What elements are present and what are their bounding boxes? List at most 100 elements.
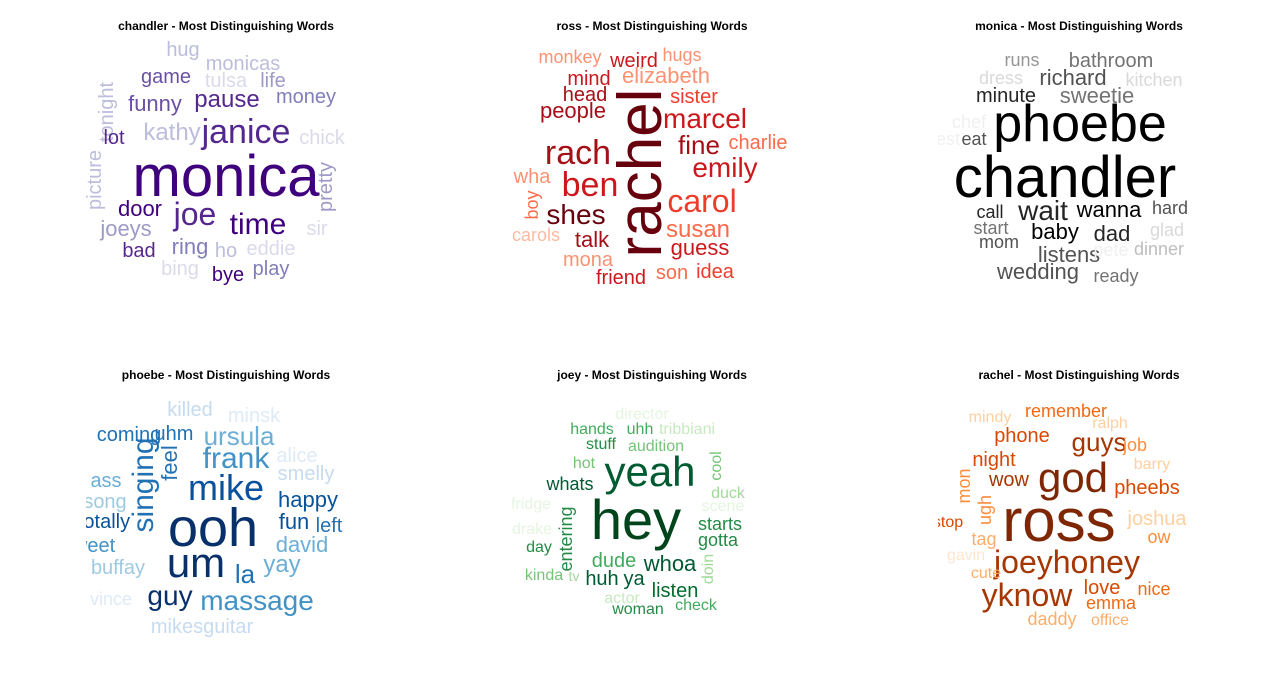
word-glad: glad [1149, 220, 1185, 240]
word-mindy: mindy [968, 409, 1012, 426]
word-remember: remember [1024, 401, 1108, 421]
word-money: money [275, 86, 337, 108]
word-song: song [86, 491, 127, 513]
word-fridge: fridge [512, 496, 552, 513]
word-audition: audition [627, 438, 685, 455]
word-guys: guys [1071, 427, 1127, 457]
word-yknow: yknow [981, 577, 1073, 613]
panel-title: phoebe - Most Distinguishing Words [121, 368, 331, 382]
word-bad: bad [122, 240, 156, 262]
word-guest: guest [938, 129, 961, 149]
word-sweet: sweet [86, 535, 116, 557]
word-wow: wow [988, 469, 1030, 491]
word-killed: killed [167, 399, 213, 421]
word-minsk: minsk [227, 405, 281, 427]
word-coming: coming [96, 424, 162, 446]
word-uhm: uhm [154, 423, 194, 445]
word-buffay: buffay [90, 557, 146, 579]
word-drake: drake [512, 521, 553, 538]
word-alice: alice [276, 445, 318, 467]
word-bye: bye [211, 264, 245, 286]
panel-title: monica - Most Distinguishing Words [975, 19, 1183, 33]
word-dude: dude [591, 550, 637, 572]
word-sister: sister [670, 86, 718, 108]
word-love: love [1083, 577, 1121, 599]
word-ass: ass [90, 470, 122, 492]
word-kathy: kathy [143, 119, 201, 146]
word-funny: funny [128, 91, 182, 116]
word-happy: happy [278, 487, 338, 512]
word-charlie: charlie [728, 132, 788, 154]
panel-title: joey - Most Distinguishing Words [557, 368, 747, 382]
word-dad: dad [1093, 221, 1131, 246]
word-joshua: joshua [1127, 508, 1187, 530]
word-start: start [973, 218, 1009, 238]
word-stop: stop [938, 514, 964, 531]
word-kinda: kinda [524, 567, 564, 584]
word-mind: mind [567, 68, 611, 90]
word-hug: hug [166, 39, 200, 61]
word-hey: hey [590, 488, 682, 551]
word-day: day [526, 539, 552, 556]
word-guess: guess [670, 235, 730, 260]
word-duck: duck [711, 485, 745, 502]
word-ya: ya [623, 568, 645, 590]
word-cloud: director hands uhh tribbiani stuff audition co… [512, 368, 792, 638]
word-yeah: yeah [604, 448, 696, 495]
word-susan: susan [665, 216, 731, 243]
word-game: game [140, 66, 192, 88]
word-hot: hot [572, 455, 596, 472]
word-elizabeth: elizabeth [621, 63, 711, 88]
word-ready: ready [1093, 266, 1139, 286]
word-fine: fine [678, 130, 720, 160]
word-god: god [1037, 454, 1109, 501]
word-sir: sir [306, 218, 328, 240]
word-eat: eat [961, 129, 987, 149]
word-smelly: smelly [277, 463, 335, 485]
word-doin: doin [700, 553, 717, 585]
word-shes: shes [546, 199, 606, 230]
word-baby: baby [1031, 219, 1079, 244]
word-listens: listens [1037, 242, 1101, 267]
word-entering: entering [556, 506, 576, 572]
word-cloud: monkey weird hugs mind elizabeth head sister pe… [512, 19, 792, 289]
word-ross: ross [1002, 487, 1116, 554]
word-dinner: dinner [1133, 239, 1185, 259]
word-lot: lot [103, 127, 125, 149]
word-ursula: ursula [203, 421, 275, 451]
word-fun: fun [278, 509, 310, 534]
word-joeys: joeys [100, 216, 152, 241]
word-pretty: pretty [315, 161, 337, 213]
word-totally: totally [86, 511, 131, 533]
word-weird: weird [610, 50, 658, 72]
word-kitchen: kitchen [1125, 70, 1183, 90]
word-son: son [655, 262, 689, 284]
wordcloud-panel-phoebe: phoebe - Most Distinguishing Words kille… [86, 368, 366, 638]
word-gotta: gotta [697, 530, 739, 550]
word-eddie: eddie [246, 238, 296, 260]
word-play: play [252, 258, 290, 280]
word-monicas: monicas [205, 53, 281, 75]
word-wait: wait [1018, 195, 1068, 226]
word-emily: emily [692, 152, 758, 183]
word-yay: yay [263, 551, 301, 578]
word-richard: richard [1039, 65, 1107, 90]
word-ugh: ugh [975, 494, 995, 526]
word-cute: cute [970, 565, 1002, 582]
word-phoebe: phoebe [993, 95, 1167, 153]
panel-title: ross - Most Distinguishing Words [556, 19, 748, 33]
word-daddy: daddy [1027, 609, 1077, 629]
word-door: door [117, 196, 163, 221]
word-life: life [260, 70, 286, 92]
wordcloud-panel-ross: ross - Most Distinguishing Words monkey w… [512, 19, 792, 289]
word-scene: scene [701, 498, 745, 515]
word-tag: tag [971, 529, 997, 549]
word-left: left [315, 515, 343, 537]
word-picture: picture [86, 149, 106, 211]
word-head: head [562, 84, 608, 106]
word-call: call [976, 202, 1004, 222]
word-ho: ho [214, 240, 238, 262]
word-carols: carols [512, 225, 561, 245]
word-vince: vince [89, 589, 133, 609]
word-boy: boy [522, 190, 542, 220]
